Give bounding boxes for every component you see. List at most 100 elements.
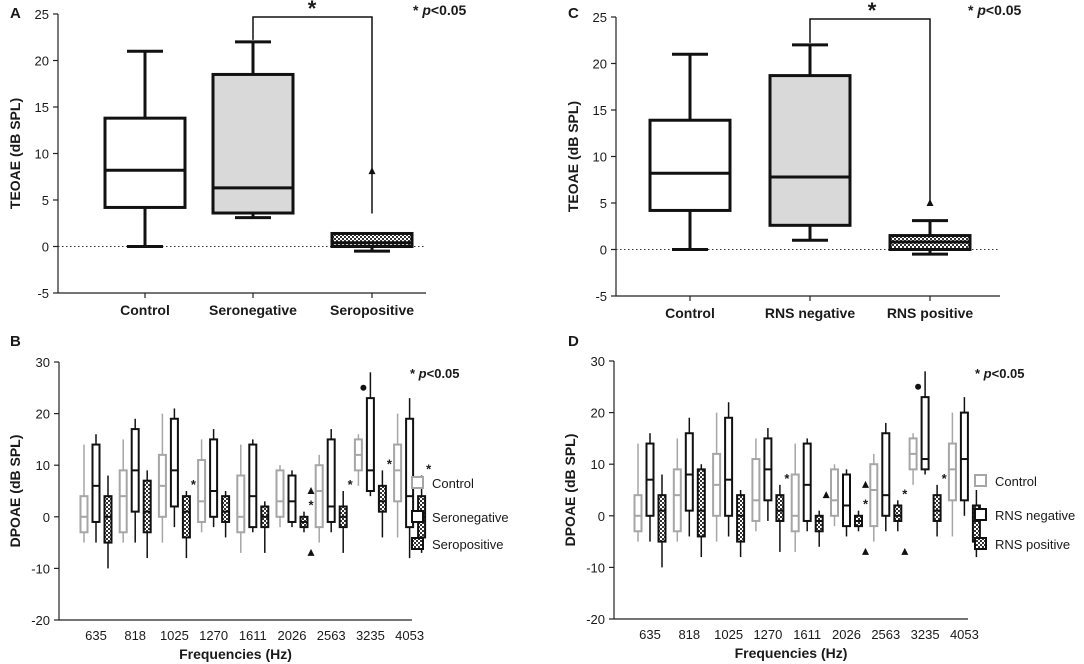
box-iqr (751, 458, 761, 522)
box-iqr (724, 416, 734, 517)
outlier-marker (360, 384, 367, 391)
outlier-marker (307, 487, 315, 494)
box-iqr (893, 504, 903, 522)
x-tick-label: 1611 (793, 627, 821, 642)
significance-note: * p<0.05 (410, 366, 460, 381)
y-tick-label: -20 (31, 613, 50, 628)
x-tick-label: 818 (124, 628, 146, 643)
y-tick-label: 5 (600, 196, 607, 211)
legend-swatch (974, 474, 987, 487)
box-635 (79, 444, 89, 543)
box-iqr (236, 474, 246, 534)
box-1025 (724, 402, 734, 537)
significance-bracket (809, 18, 931, 201)
box-818 (672, 438, 682, 542)
box-iqr (326, 438, 336, 523)
outlier-marker (862, 547, 869, 555)
outlier-marker (926, 199, 934, 206)
significance-star: * (348, 477, 354, 492)
box-2026 (287, 470, 297, 528)
box-rns-positive (888, 199, 972, 256)
box-2563: * (893, 486, 909, 555)
box-iqr (881, 432, 891, 517)
legend-label: Control (995, 474, 1037, 489)
box-1025 (712, 412, 722, 542)
box-iqr (920, 396, 930, 471)
y-tick-label: 10 (35, 147, 49, 162)
outlier-marker (822, 491, 830, 499)
x-tick-label: 2026 (278, 628, 307, 643)
significance-star: * (308, 0, 317, 21)
y-tick-label: -5 (37, 286, 49, 301)
y-tick-label: -5 (595, 289, 607, 304)
x-tick-label: 635 (639, 627, 661, 642)
y-tick-label: 20 (35, 54, 49, 69)
box-2563 (869, 453, 879, 542)
box-1611 (248, 439, 258, 533)
box-2026 (275, 465, 285, 528)
significance-star: * (902, 486, 908, 501)
box-iqr (633, 494, 643, 533)
box-iqr (79, 495, 89, 534)
x-tick-label: Seropositive (330, 302, 414, 318)
box-iqr (142, 479, 152, 534)
y-tick-label: 25 (593, 10, 607, 25)
box-iqr (393, 443, 403, 503)
box-iqr (314, 464, 324, 529)
x-tick-label: 635 (85, 628, 107, 643)
box-iqr (405, 417, 415, 529)
significance-note: * p<0.05 (413, 2, 467, 18)
x-tick-label: RNS negative (765, 305, 855, 321)
panel-b: B -20 -10 0 10 20 30 DPOAE (dB SPL) 635 818 1025 12… (7, 333, 509, 662)
significance-star: * (868, 0, 877, 23)
y-tick-label: 5 (42, 193, 49, 208)
box-iqr (330, 231, 414, 248)
box-iqr (790, 473, 800, 533)
box-iqr (684, 432, 694, 512)
box-4053 (393, 413, 403, 538)
y-tick-label: -10 (31, 561, 50, 576)
box-635 (103, 475, 113, 569)
box-1270 (221, 491, 231, 538)
box-iqr (959, 411, 969, 502)
box-3235: * (377, 456, 393, 538)
box-iqr (696, 468, 706, 538)
x-tick-label: 1611 (239, 628, 267, 643)
x-tick-label: 1025 (714, 627, 743, 642)
box-1611 (802, 438, 812, 532)
box-1270 (197, 439, 207, 533)
x-tick-label: 3235 (356, 628, 385, 643)
legend-swatch (974, 537, 987, 550)
x-axis-label: Frequencies (Hz) (179, 646, 292, 662)
outlier-marker (901, 547, 909, 555)
box-1025: * (181, 477, 197, 559)
box-iqr (91, 443, 101, 523)
box-3235 (908, 433, 918, 485)
box-635 (645, 433, 655, 542)
box-1611 (260, 501, 270, 553)
box-1025 (157, 413, 167, 543)
significance-bracket (252, 16, 373, 214)
box-4053 (947, 412, 957, 537)
box-iqr (169, 417, 179, 508)
box-3235: * (932, 471, 948, 537)
outlier-marker (862, 480, 869, 488)
box-2026: * (854, 480, 869, 555)
y-tick-label: 20 (36, 407, 50, 422)
y-axis-label: TEOAE (dB SPL) (7, 98, 23, 209)
box-seropositive (330, 167, 414, 253)
panel-letter: B (10, 333, 21, 350)
legend-item-rns-negative: RNS negative (974, 508, 1075, 523)
box-control (648, 52, 732, 251)
x-tick-label: Control (665, 305, 715, 321)
panel-a: A -5 0 5 10 15 20 25 TEOAE (dB SPL) Control Serone… (7, 0, 426, 318)
significance-star: * (191, 477, 197, 492)
significance-note: * p<0.05 (968, 2, 1022, 18)
x-tick-label: 4053 (950, 627, 979, 642)
box-iqr (672, 468, 682, 533)
box-iqr (932, 494, 942, 522)
box-1270 (751, 438, 761, 532)
panel-letter: D (568, 333, 579, 350)
y-tick-label: -10 (586, 560, 605, 575)
legend-item-control: Control (974, 474, 1037, 489)
